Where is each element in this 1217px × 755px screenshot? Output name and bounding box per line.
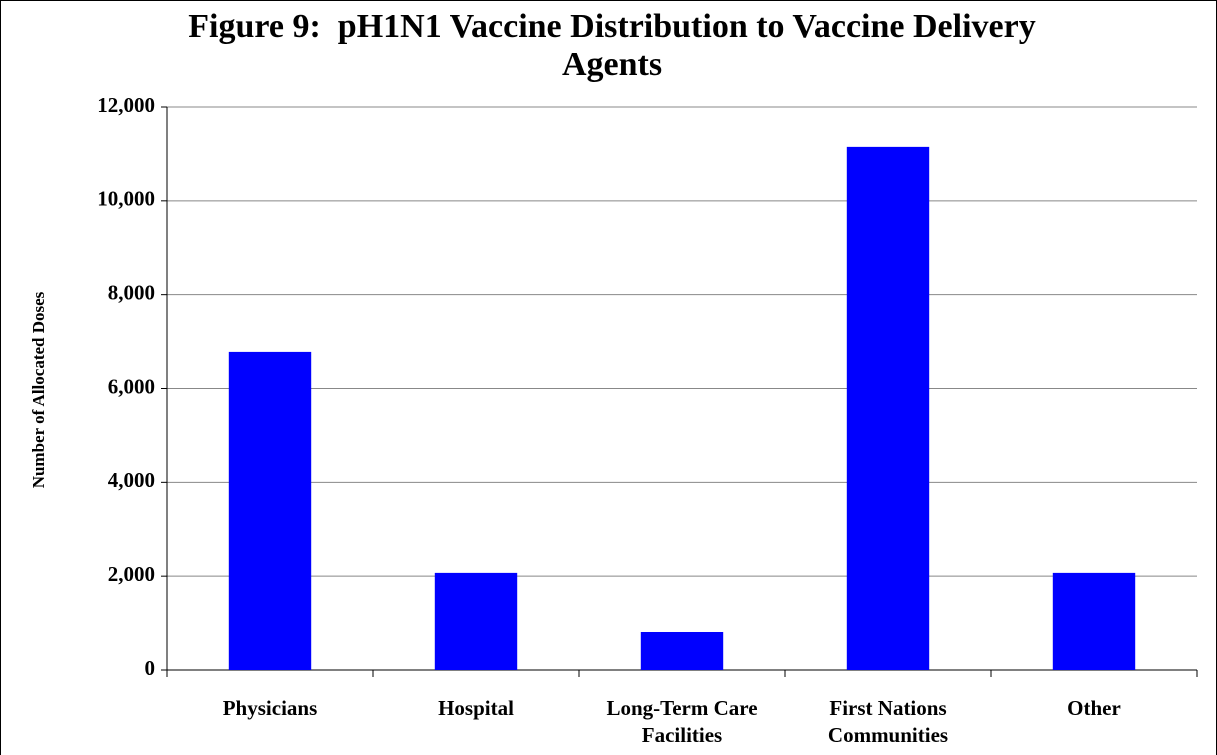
x-tick-label: First Nations Communities [827, 696, 949, 747]
x-tick-label: Long-Term Care Facilities [606, 696, 758, 747]
y-tick-label: 8,000 [108, 280, 155, 304]
y-tick-label: 6,000 [108, 374, 155, 398]
bar [846, 146, 930, 671]
y-tick-label: 0 [145, 656, 156, 680]
chart-title: Figure 9: pH1N1 Vaccine Distribution to … [188, 8, 1043, 83]
bar [1052, 572, 1136, 670]
bar [228, 351, 312, 670]
bar [434, 572, 518, 670]
bar [640, 631, 724, 670]
y-tick-label: 10,000 [97, 187, 155, 211]
x-tick-label: Hospital [438, 696, 514, 720]
x-tick-label: Other [1067, 696, 1121, 720]
y-tick-label: 4,000 [108, 468, 155, 492]
y-axis-label: Number of Allocated Doses [29, 291, 48, 488]
x-tick-label: Physicians [222, 696, 318, 720]
y-tick-label: 2,000 [108, 562, 155, 586]
y-tick-label: 12,000 [97, 93, 155, 117]
